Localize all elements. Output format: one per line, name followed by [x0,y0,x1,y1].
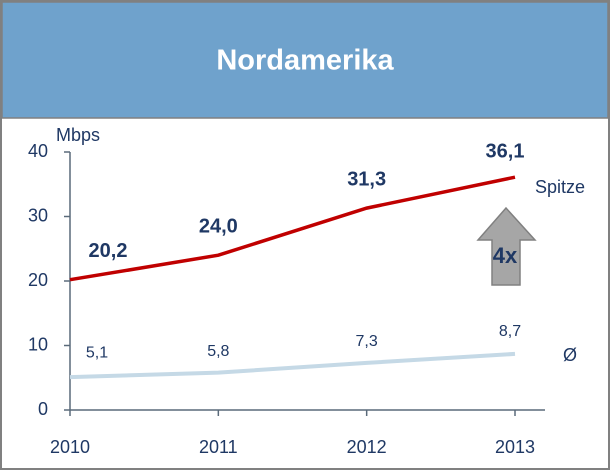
line [69,351,516,380]
y-tick-label: 0 [38,399,48,419]
value-label: 7,3 [356,333,378,350]
value-label: 5,1 [86,344,108,361]
x-tick-label: 2013 [495,437,535,457]
y-tick-label: 40 [28,141,48,161]
value-label: 24,0 [199,215,238,237]
annotation: 4x [493,243,518,268]
x-tick-label: 2011 [199,437,238,457]
value-label: 8,7 [499,323,521,340]
y-tick-label: 20 [28,270,48,290]
x-tick-label: 2010 [50,437,90,457]
value-label: 31,3 [347,168,386,190]
y-tick-label: 10 [28,334,48,354]
header [1,1,609,119]
y-tick-label: 30 [28,205,48,225]
arrow [476,206,537,286]
line [69,175,516,282]
y-axis-label: Mbps [56,125,100,145]
value-label: 5,8 [207,343,229,360]
legend-label: Spitze [535,177,585,197]
value-label: 36,1 [486,140,525,162]
value-label: 20,2 [89,240,128,262]
legend-label: Ø [563,345,577,365]
x-tick-label: 2012 [347,437,387,457]
chart-title: Nordamerika [216,45,394,77]
